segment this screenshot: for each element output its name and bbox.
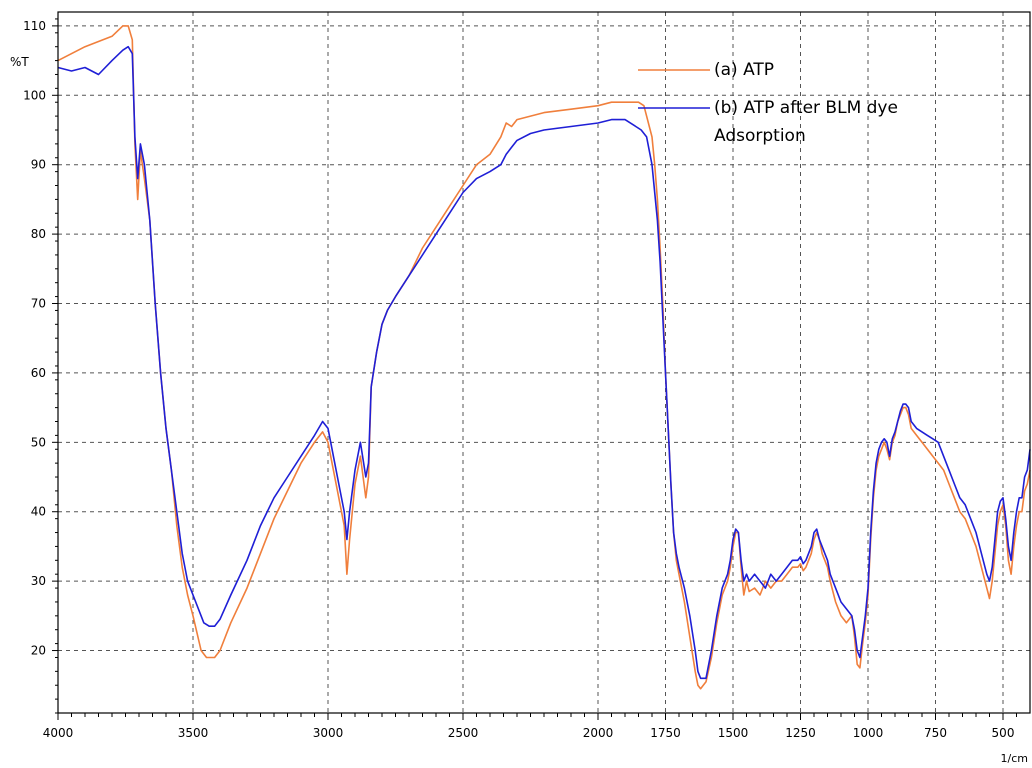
- y-tick-label: 110: [23, 19, 46, 33]
- legend-label-1: (b) ATP after BLM dye Adsorption: [714, 98, 898, 146]
- x-unit-label: 1/cm: [1001, 752, 1028, 765]
- series-line-0: [57, 25, 1031, 690]
- x-tick-label: 1250: [785, 726, 816, 740]
- y-tick-label: 70: [31, 297, 46, 311]
- y-tick-label: 60: [31, 366, 46, 380]
- x-tick-label: 3500: [178, 726, 209, 740]
- y-tick-label: 80: [31, 227, 46, 241]
- x-tick-label: 2000: [583, 726, 614, 740]
- y-tick-label: 50: [31, 435, 46, 449]
- y-tick-label: 40: [31, 505, 46, 519]
- legend: (a) ATP (b) ATP after BLM dye Adsorption: [638, 60, 898, 146]
- x-tick-label: 2500: [448, 726, 479, 740]
- y-tick-label: 90: [31, 158, 46, 172]
- series-line-1: [57, 45, 1031, 680]
- x-tick-label: 1500: [718, 726, 749, 740]
- x-tick-label: 4000: [43, 726, 74, 740]
- legend-label-0: (a) ATP: [714, 60, 774, 80]
- x-tick-label: 1750: [650, 726, 681, 740]
- series-lines: [57, 25, 1031, 690]
- y-tick-label: 100: [23, 88, 46, 102]
- x-tick-label: 750: [924, 726, 947, 740]
- axes: 4000 3500 3000 2500 2000 1750 1500 1250 1000 750 5…: [23, 18, 1017, 740]
- y-tick-label: 30: [31, 574, 46, 588]
- x-tick-label: 500: [992, 726, 1015, 740]
- y-tick-label: 20: [31, 644, 46, 658]
- x-tick-label: 1000: [853, 726, 884, 740]
- x-tick-label: 3000: [313, 726, 344, 740]
- y-axis-label: %T: [10, 55, 29, 69]
